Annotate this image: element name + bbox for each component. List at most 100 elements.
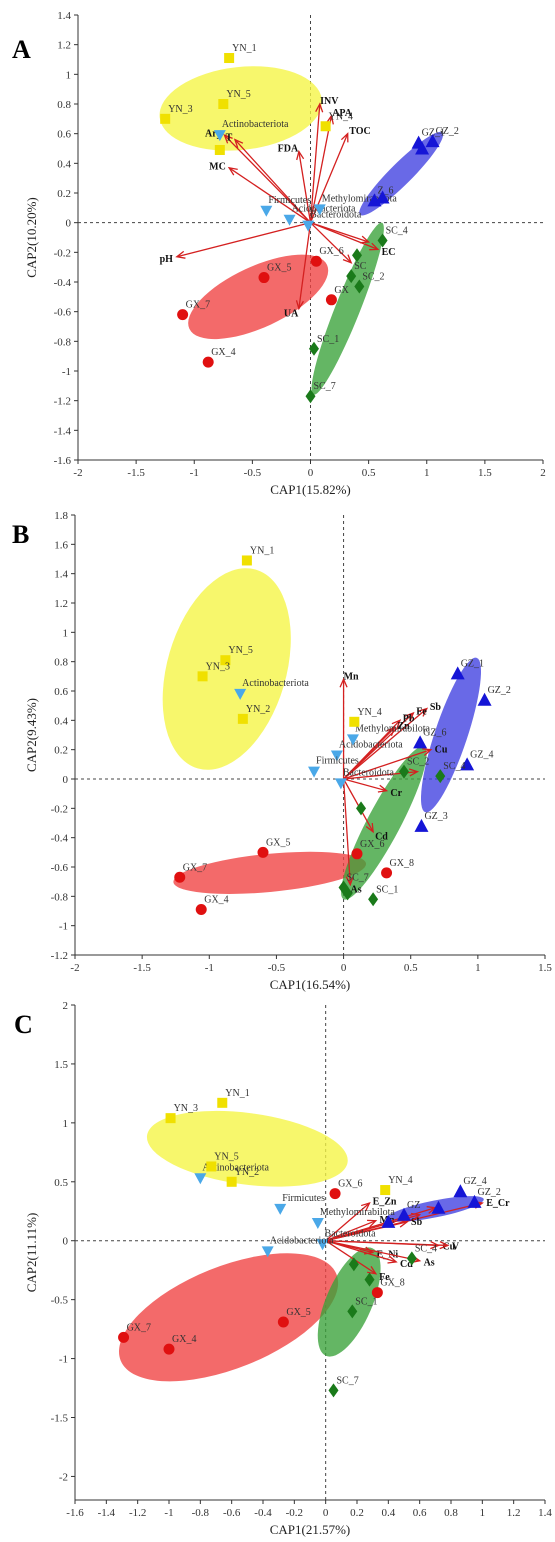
x-tick-label: -0.6 xyxy=(223,1507,241,1519)
y-tick-label: -0.6 xyxy=(51,862,69,874)
sample-label: YN_2 xyxy=(246,704,270,715)
taxon-marker xyxy=(316,1239,329,1251)
y-tick-label: 1 xyxy=(66,69,72,81)
env-vector-label: Cu xyxy=(442,1242,455,1253)
sample-label: GX_7 xyxy=(186,300,210,311)
sample-label: GX_4 xyxy=(211,347,235,358)
sample-marker-sc xyxy=(308,341,319,356)
group-ellipse-sc xyxy=(311,222,384,395)
env-vector-head xyxy=(387,1255,398,1264)
x-tick-label: -1.5 xyxy=(127,467,145,479)
sample-marker-yn xyxy=(160,113,171,124)
sample-label: GZ_6 xyxy=(423,727,446,738)
sample-marker-yn xyxy=(218,99,229,109)
taxon-marker xyxy=(194,1173,207,1185)
env-vector-label: Cu xyxy=(435,744,448,755)
env-vector-head xyxy=(345,876,354,887)
sample-marker-gx xyxy=(174,871,186,883)
sample-marker-gx xyxy=(163,1343,175,1355)
y-tick-label: 1.4 xyxy=(54,569,68,581)
y-axis-title: CAP2(9.43%) xyxy=(24,698,39,772)
sample-marker-gx xyxy=(329,1188,341,1200)
y-tick-label: 0.2 xyxy=(54,745,68,757)
env-vector-head xyxy=(175,250,186,259)
env-vector-label: Pb xyxy=(403,713,415,724)
group-ellipse-sc xyxy=(317,1247,381,1357)
taxon-marker xyxy=(311,1218,324,1230)
env-vector-label: APA xyxy=(332,108,353,119)
sample-marker-gx xyxy=(258,272,270,284)
y-tick-label: -0.6 xyxy=(54,307,72,319)
env-vector-label: Fe xyxy=(416,706,427,717)
taxon-marker xyxy=(213,130,226,142)
x-tick-label: -0.5 xyxy=(244,467,262,479)
sample-label: SC_4 xyxy=(443,761,465,772)
sample-label: YN_5 xyxy=(228,645,252,656)
taxon-marker xyxy=(334,778,347,790)
env-vector xyxy=(343,708,428,780)
taxon-label: Actinobacteriota xyxy=(242,678,309,689)
env-vector-label: UA xyxy=(284,309,299,320)
env-vector-head xyxy=(408,768,420,777)
y-tick-label: 1.5 xyxy=(54,1059,68,1071)
sample-marker-yn xyxy=(349,716,360,727)
group-ellipse-yn xyxy=(162,568,291,770)
sample-marker-gx xyxy=(277,1316,289,1328)
sample-label: YN_1 xyxy=(225,1088,249,1099)
env-vector-head xyxy=(365,823,374,834)
env-vector-label: E_Zn xyxy=(373,1196,397,1207)
sample-label: GZ_2 xyxy=(478,1187,501,1198)
sample-marker-sc xyxy=(399,764,409,779)
env-vector-head xyxy=(404,711,415,722)
sample-marker-yn xyxy=(320,121,331,132)
y-tick-label: -1.5 xyxy=(51,1413,69,1425)
env-vector xyxy=(325,1202,370,1242)
y-tick-label: 0.2 xyxy=(57,188,71,200)
env-vector-head xyxy=(295,300,304,311)
y-tick-label: 1.2 xyxy=(54,598,68,610)
x-tick-label: -0.2 xyxy=(286,1507,303,1519)
sample-marker-gz xyxy=(413,735,428,749)
sample-label: SC xyxy=(354,261,367,272)
sample-label: YN_1 xyxy=(250,545,274,556)
env-vector-head xyxy=(422,748,433,757)
sample-label: SC_1 xyxy=(376,884,398,895)
env-vector xyxy=(343,778,387,792)
y-tick-label: 1.6 xyxy=(54,539,68,551)
y-tick-label: 1.2 xyxy=(57,40,71,52)
taxon-label: Bacteroidota xyxy=(343,767,395,778)
env-vector-label: MC xyxy=(209,162,226,173)
sample-marker-gx xyxy=(325,294,337,306)
x-tick-label: 1.5 xyxy=(478,467,492,479)
sample-label: GX_5 xyxy=(267,263,291,274)
env-vector xyxy=(224,134,311,224)
sample-marker-sc xyxy=(305,389,316,404)
y-tick-label: 1 xyxy=(63,1118,69,1130)
sample-marker-gx xyxy=(351,848,363,860)
env-vector-head xyxy=(367,1219,378,1228)
env-vector-head xyxy=(369,242,380,251)
x-tick-label: -2 xyxy=(73,467,82,479)
y-tick-label: 0 xyxy=(63,774,69,786)
sample-label: GX_8 xyxy=(380,1278,404,1289)
sample-marker-gz xyxy=(467,1194,482,1208)
panel-b: B -2 -1.5 -1 -0.5 0 0.5 1 1.5 -1.2 -1 -0.8 -0.6 -0.4 -… xyxy=(12,510,552,992)
sample-marker-sc xyxy=(406,1251,417,1266)
sample-marker-yn xyxy=(165,1113,176,1124)
sample-marker-gx xyxy=(195,904,207,916)
panel-a: A -2 -1.5 -1 -0.5 0 0.5 1 1.5 2 -1.6 -1.4 -1.2 -1 -0.8… xyxy=(12,10,546,497)
taxon-label: Actinobacteriota xyxy=(222,119,289,130)
sample-marker-yn xyxy=(197,671,208,682)
env-vector xyxy=(234,139,311,224)
taxon-marker xyxy=(283,214,296,226)
y-tick-label: 1.4 xyxy=(57,10,71,22)
taxon-label: Firmicutes xyxy=(316,756,359,767)
sample-label: SC_4 xyxy=(386,225,408,236)
taxon-label: Firmicutes xyxy=(282,1193,325,1204)
x-tick-label: 0.6 xyxy=(413,1507,427,1519)
sample-marker-sc xyxy=(364,1272,375,1287)
env-vector-head xyxy=(391,719,402,729)
sample-marker-yn xyxy=(206,1161,217,1172)
sample-marker-sc xyxy=(435,769,446,784)
taxon-marker xyxy=(274,1203,287,1215)
